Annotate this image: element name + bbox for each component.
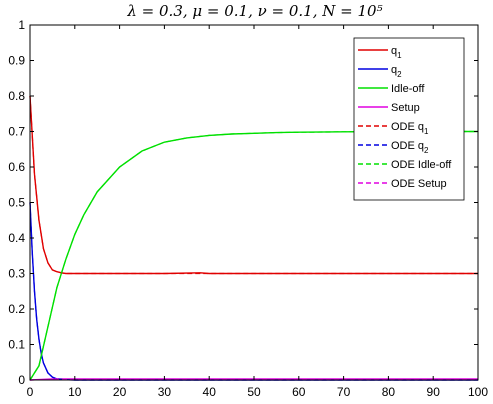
y-tick-label: 0.1	[8, 338, 25, 352]
y-tick-label: 0	[18, 373, 25, 387]
y-tick-label: 0.3	[8, 267, 25, 281]
y-tick-label: 0.6	[8, 160, 25, 174]
y-tick-label: 1	[18, 18, 25, 32]
x-tick-label: 60	[292, 385, 306, 399]
x-tick-label: 80	[382, 385, 396, 399]
chart-title: λ = 0.3, μ = 0.1, ν = 0.1, N = 10⁵	[126, 2, 382, 20]
legend-label: ODE q1	[391, 121, 429, 136]
y-tick-label: 0.5	[8, 196, 25, 210]
legend: q1 q2 Idle-off Setup ODE q1 ODE q2 ODE Idle-of…	[353, 37, 465, 201]
legend-label: Setup	[391, 102, 420, 114]
legend-label: q2	[391, 64, 402, 79]
x-tick-label: 50	[247, 385, 261, 399]
y-tick-label: 0.2	[8, 302, 25, 316]
legend-label: Idle-off	[391, 83, 425, 95]
legend-label: ODE Idle-off	[391, 159, 452, 171]
legend-box	[353, 37, 465, 201]
y-tick-label: 0.8	[8, 89, 25, 103]
series-line-ode-idle-off	[29, 130, 478, 381]
x-tick-label: 70	[337, 385, 351, 399]
x-tick-label: 20	[113, 385, 127, 399]
legend-label: q1	[391, 45, 402, 60]
y-tick-label: 0.7	[8, 125, 25, 139]
legend-label: ODE q2	[391, 140, 429, 155]
x-tick-label: 40	[203, 385, 217, 399]
y-tick-label: 0.9	[8, 54, 25, 68]
x-tick-label: 90	[427, 385, 441, 399]
x-tick-label: 30	[158, 385, 172, 399]
x-tick-label: 0	[27, 385, 34, 399]
series-line-q1	[29, 95, 478, 275]
axes-layer: 0 10 20 30 40 50 60 70 80 90 100 0 0.1 0.2 0.3 0.4 0.5 0.…	[8, 18, 488, 399]
x-tick-label: 10	[68, 385, 82, 399]
series-line-ode-q1	[29, 95, 478, 275]
x-tick-label: 100	[468, 385, 488, 399]
legend-label: ODE Setup	[391, 178, 447, 190]
y-tick-label: 0.4	[8, 231, 25, 245]
series-line-ode-setup	[29, 378, 478, 381]
